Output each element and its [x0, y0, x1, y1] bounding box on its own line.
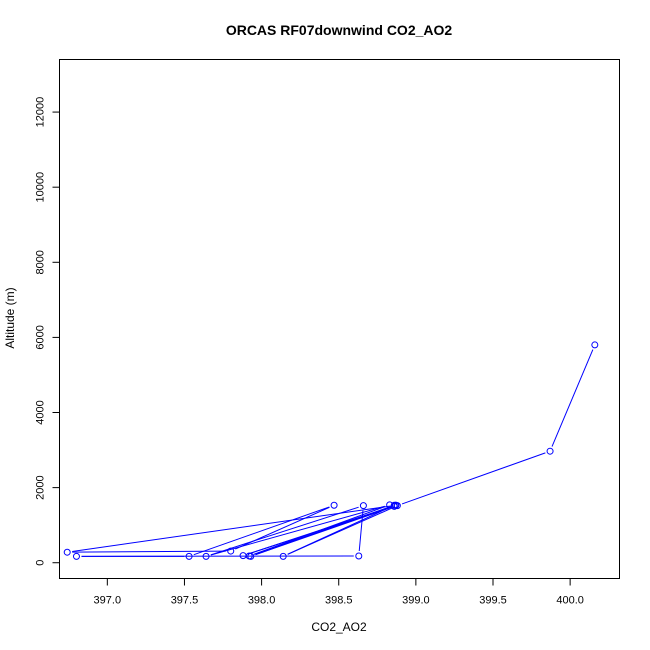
- y-axis: 0 2000 4000 6000 8000 10000 12000: [35, 97, 60, 566]
- series-segment: [253, 506, 386, 555]
- data-point: [392, 501, 400, 509]
- data-point: [245, 552, 253, 560]
- series-segment: [255, 507, 390, 556]
- series-segment: [72, 505, 391, 552]
- series-segment: [358, 510, 364, 552]
- x-tick-label: 399.5: [479, 595, 507, 607]
- series-segment: [287, 506, 390, 555]
- data-point: [546, 447, 554, 455]
- data-point: [72, 552, 80, 560]
- series-segment: [401, 452, 546, 505]
- series-segment: [193, 506, 330, 556]
- x-tick-label: 398.0: [248, 595, 276, 607]
- data-point: [63, 548, 71, 556]
- series-segment: [210, 506, 359, 556]
- data-point: [202, 552, 210, 560]
- series-segment: [72, 550, 226, 553]
- data-point: [355, 552, 363, 560]
- data-point: [390, 502, 398, 510]
- x-tick-label: 400.0: [556, 595, 584, 607]
- y-tick-label: 12000: [35, 97, 47, 128]
- y-axis-label: Altitude (m): [3, 287, 17, 348]
- y-tick-label: 0: [35, 560, 47, 566]
- data-point: [330, 501, 338, 509]
- x-tick-label: 397.5: [171, 595, 199, 607]
- y-tick-label: 2000: [35, 475, 47, 499]
- data-point: [185, 552, 193, 560]
- chart-title: ORCAS RF07downwind CO2_AO2: [226, 22, 453, 38]
- series-layer: [63, 341, 599, 560]
- series-segment: [551, 349, 594, 447]
- x-tick-label: 398.5: [325, 595, 353, 607]
- y-tick-label: 4000: [35, 400, 47, 424]
- x-tick-label: 399.0: [402, 595, 430, 607]
- x-tick-label: 397.0: [94, 595, 122, 607]
- x-axis-label: CO2_AO2: [311, 620, 367, 634]
- x-axis: 397.0 397.5 398.0 398.5 399.0 399.5 400.0: [94, 578, 584, 607]
- y-tick-label: 10000: [35, 172, 47, 203]
- data-point: [359, 502, 367, 510]
- data-point: [227, 547, 235, 555]
- y-tick-label: 8000: [35, 250, 47, 274]
- y-tick-label: 6000: [35, 325, 47, 349]
- data-point: [279, 552, 287, 560]
- series-segment: [235, 506, 330, 550]
- data-point: [591, 341, 599, 349]
